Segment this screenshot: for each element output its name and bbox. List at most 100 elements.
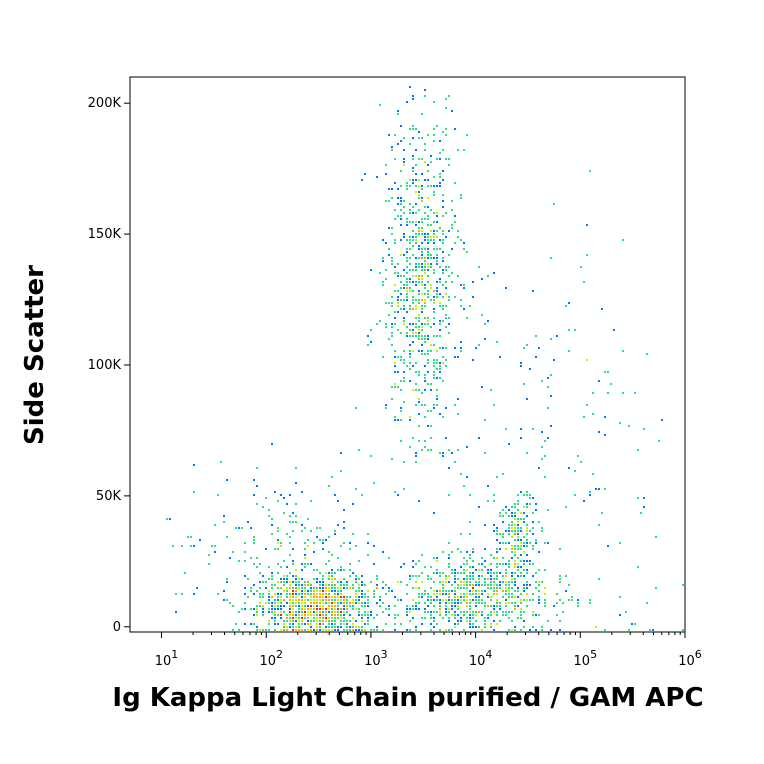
event-dot xyxy=(295,629,297,631)
event-dot xyxy=(373,593,375,595)
event-dot xyxy=(496,623,498,625)
event-dot xyxy=(520,362,522,364)
event-dot xyxy=(442,272,444,274)
event-dot xyxy=(538,521,540,523)
event-dot xyxy=(193,593,195,595)
event-dot xyxy=(490,575,492,577)
event-dot xyxy=(409,242,411,244)
event-dot xyxy=(352,617,354,619)
event-dot xyxy=(439,362,441,364)
event-dot xyxy=(409,236,411,238)
event-dot xyxy=(421,344,423,346)
event-dot xyxy=(292,617,294,619)
event-dot xyxy=(433,140,435,142)
event-dot xyxy=(463,287,465,289)
event-dot xyxy=(493,608,495,610)
event-dot xyxy=(427,179,429,181)
event-dot xyxy=(394,596,396,598)
event-dot xyxy=(430,587,432,589)
event-dot xyxy=(559,548,561,550)
event-dot xyxy=(334,530,336,532)
event-dot xyxy=(457,623,459,625)
event-dot xyxy=(292,608,294,610)
event-dot xyxy=(295,620,297,622)
event-dot xyxy=(526,572,528,574)
event-dot xyxy=(436,125,438,127)
event-dot xyxy=(316,599,318,601)
event-dot xyxy=(403,323,405,325)
event-dot xyxy=(364,623,366,625)
event-dot xyxy=(448,266,450,268)
event-dot xyxy=(442,149,444,151)
event-dot xyxy=(400,332,402,334)
event-dot xyxy=(361,626,363,628)
event-dot xyxy=(316,623,318,625)
event-dot xyxy=(280,581,282,583)
event-dot xyxy=(415,332,417,334)
event-dot xyxy=(424,95,426,97)
event-dot xyxy=(463,599,465,601)
event-dot xyxy=(484,584,486,586)
event-dot xyxy=(628,629,630,631)
event-dot xyxy=(490,572,492,574)
event-dot xyxy=(448,620,450,622)
event-dot xyxy=(340,566,342,568)
event-dot xyxy=(310,626,312,628)
event-dot xyxy=(529,584,531,586)
event-dot xyxy=(451,452,453,454)
event-dot xyxy=(442,452,444,454)
event-dot xyxy=(502,557,504,559)
event-dot xyxy=(448,575,450,577)
event-dot xyxy=(325,539,327,541)
event-dot xyxy=(259,596,261,598)
event-dot xyxy=(436,263,438,265)
event-dot xyxy=(538,599,540,601)
event-dot xyxy=(517,563,519,565)
event-dot xyxy=(460,599,462,601)
event-dot xyxy=(418,326,420,328)
event-dot xyxy=(385,593,387,595)
event-dot xyxy=(451,551,453,553)
event-dot xyxy=(337,626,339,628)
event-dot xyxy=(337,590,339,592)
event-dot xyxy=(451,614,453,616)
event-dot xyxy=(415,563,417,565)
event-dot xyxy=(436,296,438,298)
event-dot xyxy=(388,338,390,340)
event-dot xyxy=(244,593,246,595)
event-dot xyxy=(412,221,414,223)
event-dot xyxy=(433,605,435,607)
event-dot xyxy=(517,524,519,526)
event-dot xyxy=(472,578,474,580)
event-dot xyxy=(439,293,441,295)
event-dot xyxy=(415,239,417,241)
event-dot xyxy=(427,248,429,250)
event-dot xyxy=(421,284,423,286)
event-dot xyxy=(514,602,516,604)
event-dot xyxy=(277,539,279,541)
event-dot xyxy=(259,593,261,595)
event-dot xyxy=(286,503,288,505)
event-dot xyxy=(337,581,339,583)
event-dot xyxy=(427,218,429,220)
event-dot xyxy=(253,536,255,538)
event-dot xyxy=(535,581,537,583)
event-dot xyxy=(412,245,414,247)
event-dot xyxy=(406,101,408,103)
event-dot xyxy=(280,545,282,547)
event-dot xyxy=(292,560,294,562)
event-dot xyxy=(325,629,327,631)
event-dot xyxy=(418,278,420,280)
event-dot xyxy=(514,572,516,574)
event-dot xyxy=(445,107,447,109)
event-dot xyxy=(439,368,441,370)
event-dot xyxy=(361,590,363,592)
event-dot xyxy=(523,575,525,577)
event-dot xyxy=(370,329,372,331)
event-dot xyxy=(415,317,417,319)
event-dot xyxy=(409,620,411,622)
event-dot xyxy=(454,347,456,349)
event-dot xyxy=(457,596,459,598)
event-dot xyxy=(406,365,408,367)
event-dot xyxy=(181,545,183,547)
